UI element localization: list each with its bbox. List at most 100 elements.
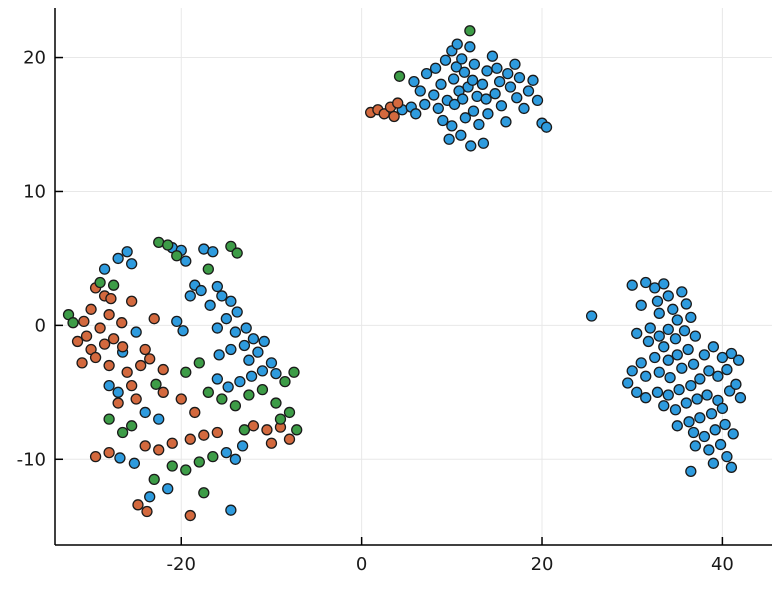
- data-point-series-1-blue: [130, 326, 142, 338]
- data-point-series-1-blue: [687, 426, 700, 439]
- data-point-series-1-blue: [644, 322, 656, 334]
- data-point-series-1-blue: [270, 367, 282, 380]
- data-point-series-1-blue: [456, 53, 468, 65]
- data-point-series-1-blue: [667, 303, 679, 315]
- data-point-series-1-blue: [714, 438, 727, 451]
- data-point-series-2-orange: [139, 440, 151, 452]
- data-point-series-1-blue: [457, 93, 469, 105]
- data-point-series-1-blue: [229, 453, 242, 465]
- data-point-series-1-blue: [500, 116, 512, 128]
- data-point-series-1-blue: [236, 440, 249, 452]
- data-point-series-1-blue: [225, 295, 237, 307]
- data-point-series-1-blue: [680, 397, 692, 409]
- data-point-series-1-blue: [719, 418, 731, 431]
- data-point-series-1-blue: [685, 379, 697, 392]
- data-point-series-1-blue: [493, 76, 506, 88]
- data-point-series-1-blue: [195, 284, 207, 297]
- data-point-series-1-blue: [450, 61, 462, 73]
- data-point-series-1-blue: [689, 440, 701, 452]
- data-point-series-1-blue: [114, 452, 126, 464]
- data-point-series-2-orange: [189, 406, 201, 419]
- data-point-series-1-blue: [256, 365, 269, 377]
- data-point-series-1-blue: [513, 71, 526, 84]
- data-point-series-1-blue: [640, 276, 652, 289]
- data-point-series-2-orange: [153, 444, 165, 456]
- data-point-series-1-blue: [721, 363, 733, 376]
- data-point-series-2-orange: [184, 509, 196, 522]
- data-point-series-2-orange: [157, 363, 169, 376]
- data-point-series-1-blue: [671, 349, 683, 361]
- data-point-series-1-blue: [448, 98, 461, 111]
- data-point-series-2-orange: [135, 359, 147, 372]
- data-point-series-2-orange: [265, 437, 278, 449]
- data-point-series-1-blue: [447, 73, 460, 85]
- data-point-series-3-green: [150, 378, 162, 390]
- data-point-series-1-blue: [204, 299, 216, 311]
- data-point-series-3-green: [207, 450, 219, 463]
- data-point-series-2-orange: [392, 97, 404, 109]
- data-point-series-1-blue: [676, 286, 688, 298]
- data-point-series-1-blue: [653, 307, 665, 319]
- data-point-series-1-blue: [721, 450, 733, 463]
- data-point-series-1-blue: [429, 62, 442, 74]
- data-point-series-1-blue: [509, 58, 521, 70]
- data-point-series-3-green: [116, 426, 129, 439]
- data-point-series-1-blue: [540, 121, 553, 133]
- data-point-series-1-blue: [220, 313, 233, 325]
- data-point-series-2-orange: [166, 437, 178, 449]
- data-point-series-2-orange: [175, 393, 187, 405]
- data-point-series-1-blue: [716, 351, 729, 364]
- data-point-series-1-blue: [419, 98, 431, 111]
- data-point-series-3-green: [103, 413, 115, 425]
- data-point-series-3-green: [229, 400, 242, 412]
- data-point-series-3-green: [126, 420, 138, 432]
- data-point-series-2-orange: [76, 357, 88, 369]
- data-point-series-1-blue: [716, 402, 729, 415]
- data-point-series-1-blue: [476, 78, 489, 90]
- data-point-series-1-blue: [725, 347, 738, 360]
- data-point-series-3-green: [393, 70, 406, 82]
- data-point-series-2-orange: [85, 303, 97, 315]
- data-point-series-1-blue: [184, 290, 196, 302]
- data-point-series-2-orange: [103, 309, 115, 321]
- y-tick-label: 0: [35, 315, 46, 336]
- data-point-series-1-blue: [703, 365, 715, 377]
- data-point-series-1-blue: [451, 38, 463, 50]
- data-point-series-1-blue: [213, 349, 225, 361]
- data-point-series-1-blue: [211, 280, 223, 293]
- data-point-series-1-blue: [126, 258, 138, 270]
- data-point-series-1-blue: [211, 322, 223, 334]
- data-point-series-1-blue: [504, 81, 517, 93]
- data-point-series-2-orange: [112, 397, 124, 409]
- data-point-series-3-green: [279, 375, 291, 388]
- data-point-series-1-blue: [707, 341, 720, 353]
- data-point-series-3-green: [148, 473, 160, 486]
- data-point-series-1-blue: [98, 263, 111, 275]
- data-point-series-1-blue: [730, 378, 742, 390]
- data-point-series-2-orange: [126, 379, 138, 392]
- data-point-series-1-blue: [651, 295, 664, 307]
- data-point-series-2-orange: [103, 359, 115, 372]
- data-point-series-1-blue: [420, 67, 433, 80]
- data-point-series-2-orange: [103, 446, 115, 459]
- data-point-series-1-blue: [144, 491, 156, 503]
- data-point-series-3-green: [193, 456, 205, 468]
- data-point-series-1-blue: [712, 370, 724, 382]
- data-point-series-1-blue: [691, 393, 703, 405]
- data-point-series-3-green: [180, 366, 192, 378]
- data-point-series-1-blue: [640, 392, 652, 404]
- data-point-series-1-blue: [480, 93, 492, 105]
- data-point-series-1-blue: [171, 315, 183, 328]
- data-point-series-2-orange: [141, 505, 153, 518]
- data-point-series-1-blue: [112, 386, 124, 398]
- data-point-series-1-blue: [211, 373, 223, 385]
- data-point-series-1-blue: [680, 298, 692, 310]
- data-point-series-1-blue: [689, 330, 701, 342]
- data-point-series-1-blue: [732, 354, 745, 366]
- data-point-series-2-orange: [132, 499, 144, 511]
- x-tick-label: 20: [531, 554, 554, 575]
- data-point-series-1-blue: [701, 389, 713, 401]
- data-point-series-1-blue: [673, 384, 685, 396]
- data-point-series-1-blue: [435, 78, 447, 90]
